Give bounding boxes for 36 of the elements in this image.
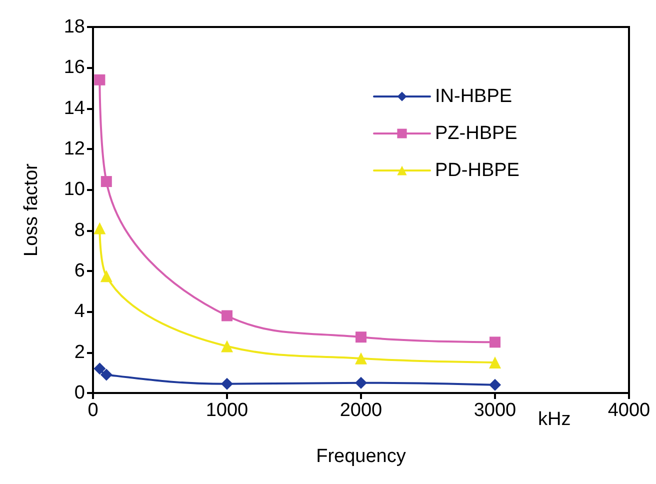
x-tick-label: 0	[88, 400, 98, 421]
point	[489, 356, 501, 368]
y-axis-title: Loss factor	[21, 162, 42, 256]
point	[355, 352, 367, 364]
x-tick-label: 2000	[340, 400, 382, 421]
y-tick-label: 2	[74, 342, 85, 363]
point	[94, 74, 106, 86]
y-tick-label: 6	[74, 260, 85, 282]
y-tick-label: 0	[74, 382, 85, 404]
y-tick-label: 8	[74, 220, 85, 241]
y-tick-label: 4	[74, 301, 86, 322]
y-tick-label: 16	[64, 57, 85, 78]
x-tick-label: 4000	[608, 400, 650, 421]
point	[100, 270, 112, 282]
point	[222, 310, 232, 322]
y-tick-label: 12	[64, 138, 85, 160]
text: kHz	[538, 409, 571, 430]
point	[221, 378, 233, 390]
legend-label: PD-HBPE	[435, 160, 520, 181]
point	[100, 368, 112, 381]
point	[356, 332, 366, 343]
legend-label: PZ-HBPE	[435, 123, 518, 144]
point	[490, 336, 500, 348]
legend-label: IN-HBPE	[435, 86, 512, 107]
y-tick-label: 18	[64, 16, 85, 38]
point	[94, 222, 106, 234]
x-tick-label: 1000	[206, 400, 248, 421]
point	[489, 378, 501, 391]
x-axis-title: Frequency	[316, 446, 406, 467]
y-tick-label: 14	[64, 98, 86, 119]
point	[221, 340, 233, 352]
x-tick-label: 3000	[474, 400, 516, 421]
y-tick-label: 10	[64, 179, 85, 200]
point	[355, 376, 367, 389]
point	[94, 362, 106, 375]
point	[100, 176, 112, 188]
